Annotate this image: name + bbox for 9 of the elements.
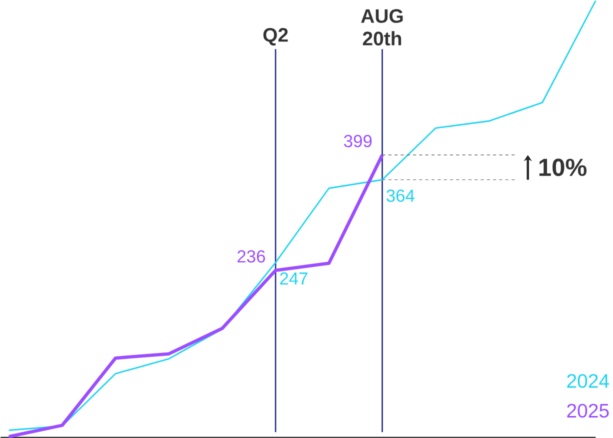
data-label: 399 (344, 134, 372, 148)
annotation: AUG 20th (361, 8, 403, 46)
annotation: 10% (539, 158, 587, 176)
annotation: Q2 (263, 28, 288, 46)
data-label: 247 (280, 272, 308, 284)
text: 2024 (567, 374, 609, 388)
data-label: 236 (238, 250, 265, 262)
text: 2025 (567, 404, 609, 418)
data-label: 364 (386, 189, 414, 202)
